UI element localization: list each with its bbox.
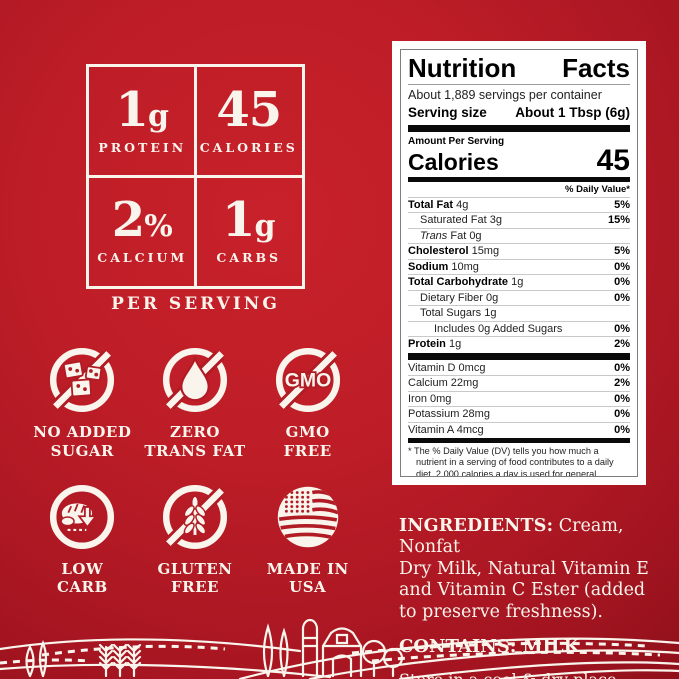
cell-value: 45 [216, 82, 282, 139]
grid-divider-horizontal [89, 175, 302, 178]
svg-text:GMO: GMO [284, 369, 330, 391]
nutrient-rows: Total Fat 4g 5% Saturated Fat 3g 15% Trans F… [408, 196, 630, 352]
gluten-free-icon [159, 481, 231, 553]
thick-divider [408, 125, 630, 132]
nutrient-row: Total Fat 4g 5% [408, 196, 630, 211]
feature-badges: NO ADDED SUGAR ZERO TRANS FAT GMO GMO FR… [26, 344, 364, 597]
nutrient-row: Total Sugars 1g [408, 305, 630, 321]
ingredients-text: INGREDIENTS: Cream, Nonfat Dry Milk, Nat… [399, 494, 663, 623]
nutrition-facts-label: Nutrition Facts About 1,889 servings per… [400, 49, 638, 477]
serving-size-value: About 1 Tbsp (6g) [515, 105, 630, 120]
feature-badge: GMO GMO FREE [253, 344, 363, 461]
vitamin-row: Iron 0mg 0% [408, 390, 630, 405]
calories-label: Calories [408, 149, 499, 175]
per-serving-cell: 1g PROTEIN [89, 67, 196, 177]
medium-divider [408, 177, 630, 182]
title-word-left: Nutrition [408, 53, 517, 83]
serving-size-label: Serving size [408, 105, 487, 120]
nutrient-row: Total Carbohydrate 1g 0% [408, 274, 630, 288]
low-carb-icon [46, 481, 118, 553]
feature-badge: ZERO TRANS FAT [140, 344, 250, 461]
cell-value: 1g [115, 82, 169, 139]
badge-label: NO ADDED SUGAR [33, 423, 132, 460]
calories-row: Calories 45 [408, 144, 630, 177]
nutrient-row: Trans Fat 0g [408, 227, 630, 244]
cell-value: 1g [222, 191, 276, 248]
made-in-usa-icon [272, 481, 344, 553]
zero-trans-fat-icon [159, 344, 231, 416]
feature-badge: LOW CARB [27, 481, 137, 598]
cell-label: CARBS [216, 249, 282, 265]
cell-label: CALCIUM [97, 249, 188, 265]
serving-size-row: Serving size About 1 Tbsp (6g) [408, 104, 630, 125]
badge-label: GMO FREE [283, 423, 332, 460]
nutrient-row: Dietary Fiber 0g 0% [408, 289, 630, 306]
nutrient-row: Sodium 10mg 0% [408, 258, 630, 273]
per-serving-cells: 1g PROTEIN 45 CALORIES 2% CALCIUM 1g CARBS [89, 67, 302, 286]
badge-label: GLUTEN FREE [157, 559, 233, 597]
gmo-free-icon: GMO [272, 344, 344, 416]
badge-label: ZERO TRANS FAT [144, 423, 246, 460]
ingredients-block: INGREDIENTS: Cream, Nonfat Dry Milk, Nat… [399, 494, 663, 679]
calories-value: 45 [596, 144, 630, 177]
amount-per-serving: Amount Per Serving [408, 136, 505, 147]
servings-per-container: About 1,889 servings per container [408, 88, 602, 102]
vitamin-row: Vitamin A 4mcg 0% [408, 421, 630, 436]
vitamin-row: Vitamin D 0mcg 0% [408, 361, 630, 374]
cell-label: PROTEIN [98, 140, 187, 156]
vitamin-row: Calcium 22mg 2% [408, 375, 630, 389]
cell-label: CALORIES [199, 140, 298, 156]
nutrient-row: Protein 1g 2% [408, 336, 630, 350]
nutrient-row: Cholesterol 15mg 5% [408, 243, 630, 257]
nutrient-row: Saturated Fat 3g 15% [408, 212, 630, 228]
per-serving-cell: 1g CARBS [196, 177, 303, 287]
feature-badge: GLUTEN FREE [140, 481, 250, 598]
vitamin-rows: Vitamin D 0mcg 0% Calcium 22mg 2% Iron 0mg 0%… [408, 361, 630, 438]
badge-label: MADE IN USA [266, 559, 349, 597]
per-serving-caption: PER SERVING [111, 294, 280, 314]
daily-value-footnote: * The % Daily Value (DV) tells you how m… [408, 445, 614, 477]
badge-label: LOW CARB [56, 559, 108, 597]
title-word-right: Facts [562, 53, 630, 83]
nutrition-facts-panel: Nutrition Facts About 1,889 servings per… [392, 41, 646, 485]
no-added-sugar-icon [46, 344, 118, 416]
storage-instruction: Store in a cool & dry place [399, 670, 663, 679]
farm-illustration [0, 618, 679, 679]
daily-value-header: % Daily Value* [565, 183, 630, 195]
per-serving-cell: 45 CALORIES [196, 67, 303, 177]
feature-badge: MADE IN USA [253, 481, 363, 598]
cell-value: 2% [111, 191, 173, 248]
per-serving-grid: 1g PROTEIN 45 CALORIES 2% CALCIUM 1g CARBS [86, 64, 305, 289]
nutrient-row: Includes 0g Added Sugars 0% [408, 320, 630, 337]
medium-divider [408, 438, 630, 443]
nutrition-facts-title: Nutrition Facts [408, 53, 630, 85]
vitamin-row: Potassium 28mg 0% [408, 406, 630, 420]
thick-divider [408, 352, 630, 360]
ingredients-prefix: INGREDIENTS: [399, 515, 554, 536]
per-serving-cell: 2% CALCIUM [89, 177, 196, 287]
feature-badge: NO ADDED SUGAR [27, 344, 137, 461]
ingredients-body: Cream, Nonfat Dry Milk, Natural Vitamin … [399, 515, 649, 622]
